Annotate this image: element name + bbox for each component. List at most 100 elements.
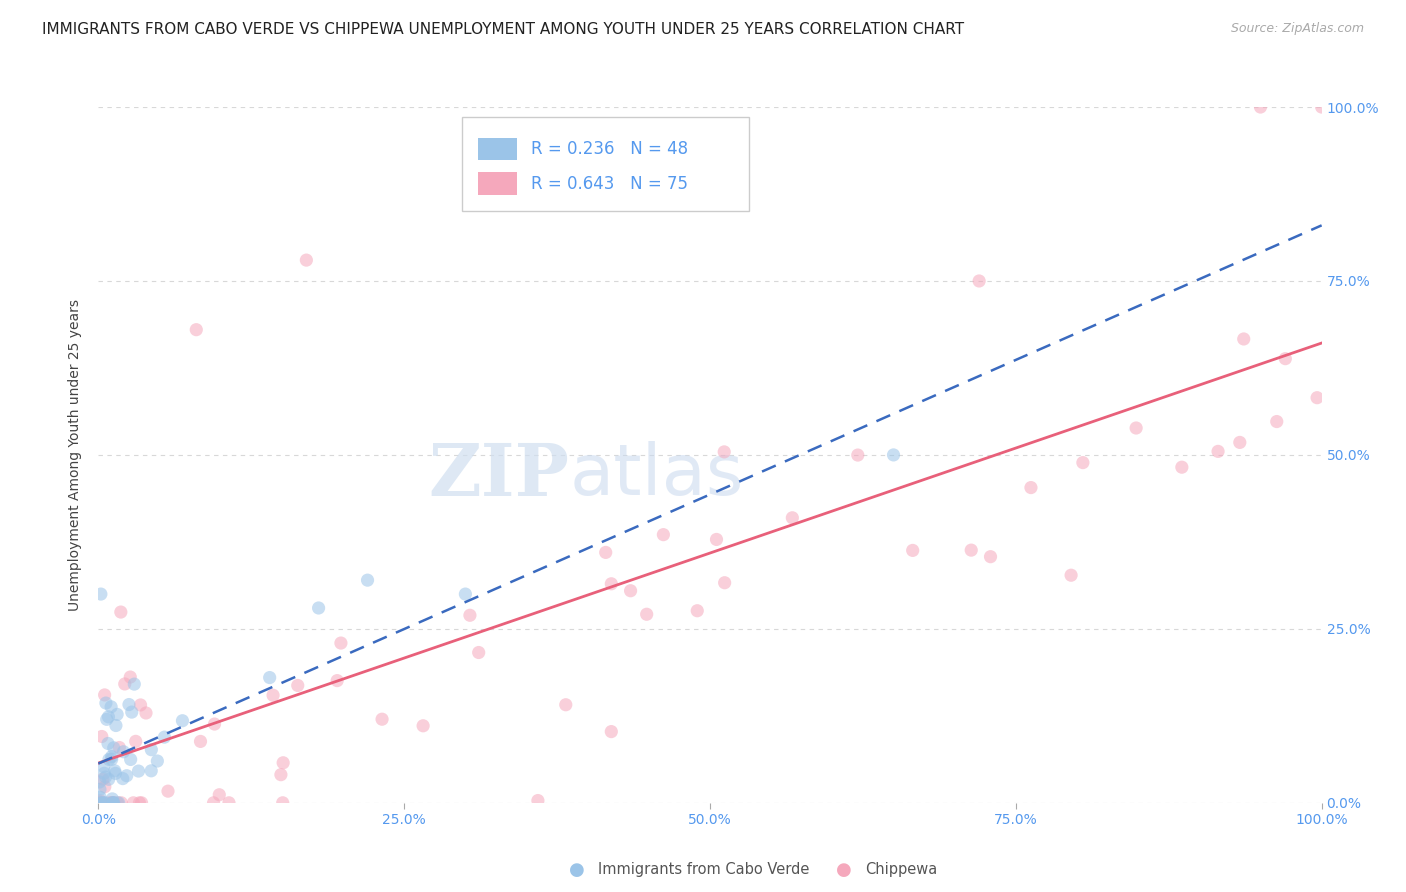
Point <box>89 782 111 797</box>
Point <box>554 698 576 712</box>
Point <box>101 792 124 806</box>
Point <box>100 749 122 764</box>
Text: atlas: atlas <box>569 442 744 510</box>
Point <box>90 796 112 810</box>
Point <box>107 796 129 810</box>
Point <box>967 274 990 288</box>
Point <box>595 545 617 559</box>
Point <box>103 796 125 810</box>
Point <box>156 784 179 798</box>
Point <box>120 670 142 684</box>
Point <box>141 742 163 756</box>
Point <box>1274 351 1296 366</box>
Point <box>101 796 124 810</box>
Point <box>110 605 132 619</box>
Point <box>100 752 122 766</box>
Point <box>1060 568 1083 582</box>
Point <box>129 698 152 712</box>
Point <box>1229 435 1251 450</box>
Text: ●: ● <box>568 861 585 879</box>
Point <box>706 533 728 547</box>
Point <box>1071 456 1094 470</box>
Point <box>619 583 641 598</box>
Point <box>104 718 127 732</box>
Point <box>1310 100 1333 114</box>
Point <box>146 754 169 768</box>
Point <box>782 510 804 524</box>
Point <box>94 796 117 810</box>
Point <box>713 445 735 459</box>
Point <box>329 636 352 650</box>
Point <box>901 543 924 558</box>
Point <box>141 764 163 778</box>
Point <box>100 699 122 714</box>
Point <box>356 573 378 587</box>
Point <box>110 796 132 810</box>
Point <box>979 549 1001 564</box>
Point <box>122 796 145 810</box>
Point <box>1233 332 1256 346</box>
Point <box>103 740 125 755</box>
Point <box>125 734 148 748</box>
Point <box>190 734 212 748</box>
FancyBboxPatch shape <box>478 137 517 160</box>
Point <box>128 796 150 810</box>
Point <box>454 587 477 601</box>
Point <box>89 796 111 810</box>
Point <box>208 788 231 802</box>
Point <box>1249 100 1271 114</box>
Point <box>186 323 208 337</box>
Point <box>153 730 176 744</box>
Point <box>108 740 131 755</box>
Point <box>467 646 489 660</box>
Point <box>101 796 124 810</box>
Point <box>308 601 330 615</box>
Point <box>120 752 142 766</box>
Point <box>89 796 111 810</box>
Point <box>97 710 120 724</box>
Point <box>686 604 709 618</box>
Point <box>713 575 735 590</box>
Point <box>600 724 623 739</box>
Point <box>259 671 281 685</box>
Text: ●: ● <box>835 861 852 879</box>
Point <box>1125 421 1147 435</box>
Point <box>93 766 115 780</box>
Point <box>89 775 111 789</box>
Point <box>1206 444 1229 458</box>
Point <box>271 796 294 810</box>
Point <box>1265 415 1288 429</box>
Point <box>89 794 111 808</box>
Point <box>118 698 141 712</box>
Point <box>103 796 125 810</box>
Point <box>97 772 120 787</box>
Point <box>105 707 128 722</box>
Point <box>96 712 118 726</box>
Point <box>204 717 226 731</box>
Point <box>458 608 481 623</box>
FancyBboxPatch shape <box>478 172 517 194</box>
Point <box>93 688 115 702</box>
Point <box>527 793 550 807</box>
Point <box>111 772 134 786</box>
Point <box>98 752 121 766</box>
Point <box>94 780 117 794</box>
Text: R = 0.643   N = 75: R = 0.643 N = 75 <box>531 175 689 193</box>
Point <box>636 607 658 622</box>
Point <box>883 448 905 462</box>
Y-axis label: Unemployment Among Youth under 25 years: Unemployment Among Youth under 25 years <box>69 299 83 611</box>
Point <box>90 796 112 810</box>
Point <box>1171 460 1194 475</box>
Point <box>131 796 153 810</box>
Point <box>846 448 869 462</box>
Point <box>600 576 623 591</box>
FancyBboxPatch shape <box>461 118 749 211</box>
Point <box>202 796 225 810</box>
Point <box>94 696 117 710</box>
Point <box>115 769 138 783</box>
Point <box>93 796 115 810</box>
Text: Source: ZipAtlas.com: Source: ZipAtlas.com <box>1230 22 1364 36</box>
Point <box>371 712 394 726</box>
Point <box>121 705 143 719</box>
Point <box>104 766 127 780</box>
